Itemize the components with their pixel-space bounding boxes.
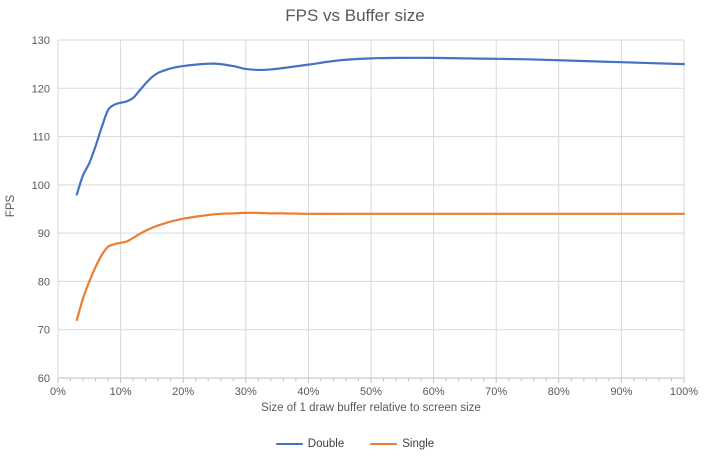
x-tick-label-10: 10% [110, 386, 132, 398]
legend-item-single[interactable]: Single [370, 438, 434, 450]
legend-swatch-double [275, 442, 303, 446]
x-tick-label-40: 40% [297, 386, 319, 398]
legend: Double Single [0, 438, 710, 450]
y-tick-label-130: 130 [32, 35, 50, 47]
legend-swatch-single [370, 442, 398, 446]
x-axis-title: Size of 1 draw buffer relative to screen… [261, 402, 481, 414]
y-tick-label-80: 80 [38, 276, 50, 288]
x-tick-label-90: 90% [610, 386, 632, 398]
series-line-double[interactable] [75, 56, 686, 196]
x-tick-label-50: 50% [360, 386, 382, 398]
x-tick-label-80: 80% [548, 386, 570, 398]
y-tick-label-100: 100 [32, 180, 50, 192]
y-tick-label-120: 120 [32, 83, 50, 95]
legend-item-double[interactable]: Double [275, 438, 345, 450]
y-tick-label-70: 70 [38, 325, 50, 337]
x-tick-label-20: 20% [172, 386, 194, 398]
y-tick-label-60: 60 [38, 373, 50, 385]
series-line-single[interactable] [75, 211, 686, 322]
x-tick-label-60: 60% [423, 386, 445, 398]
y-axis-title: FPS [5, 194, 17, 218]
legend-label-double: Double [307, 438, 345, 450]
y-tick-label-110: 110 [32, 132, 50, 144]
legend-label-single: Single [402, 438, 435, 450]
y-tick-label-90: 90 [38, 228, 50, 240]
x-tick-label-70: 70% [485, 386, 507, 398]
x-tick-label-30: 30% [235, 386, 257, 398]
x-tick-label-0: 0% [50, 386, 66, 398]
x-tick-label-100: 100% [670, 386, 698, 398]
chart-title: FPS vs Buffer size [285, 6, 425, 25]
